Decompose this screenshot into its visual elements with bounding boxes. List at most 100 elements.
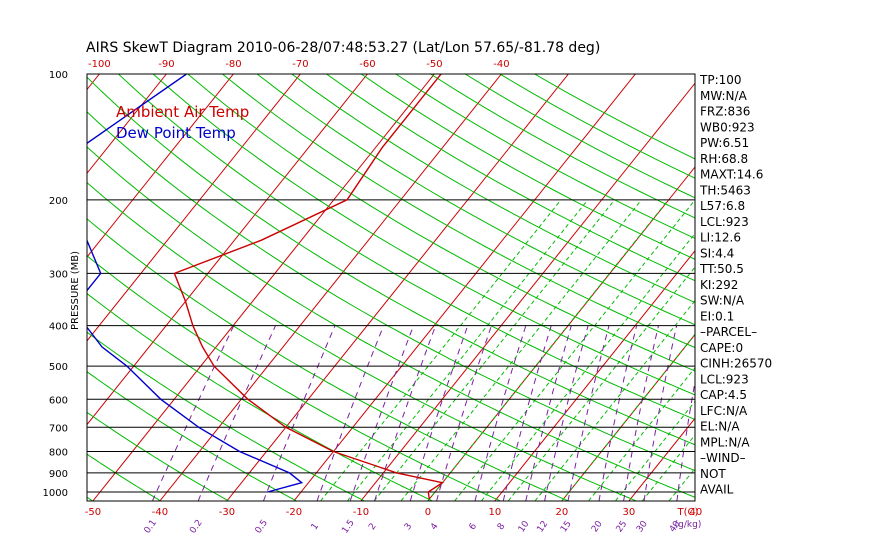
isotherm-line bbox=[763, 74, 870, 501]
stability-index-item: WB0:923 bbox=[700, 120, 755, 134]
top-temp-tick-label: -100 bbox=[88, 59, 111, 70]
mixing-ratio-line bbox=[436, 325, 492, 501]
stability-index-item: LCL:923 bbox=[700, 372, 749, 386]
isotherm-line bbox=[159, 74, 502, 501]
isotherm-line bbox=[92, 74, 435, 501]
dry-adiabat-line bbox=[187, 74, 695, 372]
moist-adiabat-line bbox=[427, 199, 669, 501]
isotherm-line bbox=[87, 74, 301, 342]
dry-adiabat-line bbox=[118, 74, 695, 421]
stability-index-item: MW:N/A bbox=[700, 89, 748, 103]
chart-title: AIRS SkewT Diagram 2010-06-28/07:48:53.2… bbox=[86, 40, 600, 56]
dry-adiabat-line bbox=[87, 181, 637, 501]
mixing-ratio-line bbox=[474, 325, 527, 501]
moist-adiabat-line bbox=[400, 199, 642, 501]
stability-index-item: NOT bbox=[700, 467, 726, 481]
dry-adiabat-line bbox=[499, 74, 695, 179]
stability-index-item: EI:0.1 bbox=[700, 309, 734, 323]
top-temp-tick-label: -40 bbox=[493, 59, 509, 70]
moist-adiabat-line bbox=[641, 434, 695, 501]
mixing-ratio-tick-label: 2 bbox=[367, 522, 378, 532]
stability-index-item: CAP:4.5 bbox=[700, 388, 747, 402]
pressure-tick-label: 1000 bbox=[43, 488, 68, 499]
stability-index-item: LFC:N/A bbox=[700, 404, 748, 418]
isotherm-line bbox=[87, 74, 100, 91]
dry-adiabat-line bbox=[430, 74, 695, 219]
pressure-tick-label: 400 bbox=[49, 322, 68, 333]
pressure-tick-label: 900 bbox=[49, 469, 68, 480]
isotherm-line bbox=[360, 82, 695, 501]
mixing-ratio-tick-label: 1 bbox=[310, 522, 321, 532]
top-temp-tick-label: -90 bbox=[158, 59, 174, 70]
dry-adiabat-line bbox=[360, 74, 695, 260]
stability-index-item: PW:6.51 bbox=[700, 136, 749, 150]
moist-adiabat-line bbox=[320, 199, 562, 501]
moist-adiabat-line bbox=[373, 199, 615, 501]
mixing-ratio-tick-label: 20 bbox=[590, 519, 605, 534]
bottom-temp-tick-label: 0 bbox=[425, 507, 431, 518]
bottom-temp-tick-label: -10 bbox=[353, 507, 369, 518]
bottom-temp-tick-label: -50 bbox=[85, 507, 101, 518]
dry-adiabat-line bbox=[222, 74, 695, 349]
isotherm-line bbox=[830, 74, 870, 501]
stability-index-item: MPL:N/A bbox=[700, 435, 750, 449]
grid-layer bbox=[0, 74, 870, 501]
dry-adiabat-line bbox=[87, 292, 433, 501]
stability-index-item: AVAIL bbox=[700, 483, 734, 497]
mixing-ratio-tick-label: 25 bbox=[615, 519, 630, 534]
mixing-ratio-line bbox=[598, 325, 638, 501]
moist-adiabat-line bbox=[454, 199, 695, 501]
moist-adiabat-line bbox=[615, 400, 695, 501]
isotherm-line bbox=[628, 417, 695, 501]
isotherm-line bbox=[293, 74, 636, 501]
moist-adiabat-line bbox=[347, 199, 589, 501]
stability-index-item: CINH:26570 bbox=[700, 357, 772, 371]
mixing-ratio-tick-label: 15 bbox=[559, 519, 574, 534]
data-layer bbox=[87, 74, 445, 500]
mixing-ratio-line bbox=[152, 325, 235, 501]
top-temp-tick-label: -80 bbox=[225, 59, 241, 70]
mixing-ratio-line bbox=[525, 325, 572, 501]
stability-index-item: EL:N/A bbox=[700, 420, 740, 434]
mixing-ratio-line bbox=[374, 325, 437, 501]
dry-adiabat-line bbox=[87, 218, 569, 501]
mixing-ratio-tick-label: 30 bbox=[635, 519, 650, 534]
bottom-temp-tick-label: 40 bbox=[690, 507, 703, 518]
pressure-tick-label: 200 bbox=[49, 196, 68, 207]
pressure-tick-label: 800 bbox=[49, 447, 68, 458]
pressure-tick-label: 300 bbox=[49, 269, 68, 280]
top-temp-tick-label: -70 bbox=[292, 59, 308, 70]
bottom-temp-tick-label: -30 bbox=[219, 507, 235, 518]
moist-adiabat-line bbox=[507, 266, 695, 501]
dry-adiabat-line bbox=[87, 76, 695, 446]
mixing-ratio-line bbox=[567, 325, 610, 501]
stability-index-item: TT:50.5 bbox=[699, 262, 744, 276]
stability-index-item: SW:N/A bbox=[700, 294, 745, 308]
bottom-temp-tick-label: 20 bbox=[556, 507, 569, 518]
dry-adiabat-line bbox=[87, 411, 229, 501]
legend-dewpoint: Dew Point Temp bbox=[116, 124, 236, 142]
pressure-tick-label: 100 bbox=[49, 70, 68, 81]
dry-adiabat-line bbox=[464, 74, 695, 199]
stability-index-item: KI:292 bbox=[700, 278, 738, 292]
stability-index-item: LI:12.6 bbox=[700, 231, 741, 245]
isotherm-line bbox=[0, 74, 32, 501]
dry-adiabat-line bbox=[291, 74, 695, 304]
bottom-temp-tick-label: 30 bbox=[623, 507, 636, 518]
plot-frame bbox=[86, 73, 696, 502]
mixing-ratio-tick-label: 12 bbox=[536, 519, 551, 534]
dry-adiabat-line bbox=[87, 146, 695, 498]
isotherm-line bbox=[494, 249, 695, 501]
bottom-temp-tick-label: -20 bbox=[286, 507, 302, 518]
dry-adiabat-line bbox=[87, 331, 365, 501]
stability-index-item: LCL:923 bbox=[700, 215, 749, 229]
mixing-ratio-tick-label: 0.2 bbox=[188, 518, 204, 535]
mixing-ratio-tick-label: 3 bbox=[403, 522, 414, 532]
dry-adiabat-line bbox=[152, 74, 695, 396]
stability-index-item: MAXT:14.6 bbox=[700, 168, 763, 182]
pressure-tick-label: 500 bbox=[49, 362, 68, 373]
dry-adiabat-line bbox=[0, 74, 25, 501]
mixing-ratio-line bbox=[544, 325, 589, 501]
isotherm-line bbox=[226, 74, 569, 501]
